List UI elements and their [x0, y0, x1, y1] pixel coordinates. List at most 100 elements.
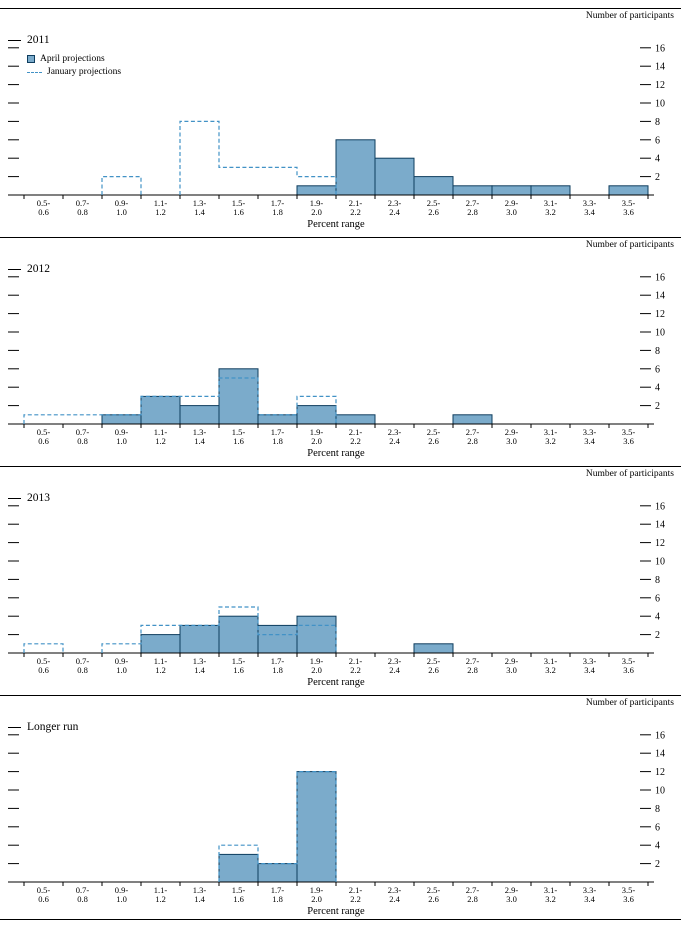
- april-bar: [257, 624, 298, 654]
- y-tick-label: 8: [655, 346, 660, 357]
- x-category-label: 3.5-3.6: [622, 198, 636, 217]
- y-tick-label: 2: [655, 630, 660, 641]
- y-axis-title: Number of participants: [585, 469, 674, 479]
- x-category-label: 1.5-1.6: [232, 198, 246, 217]
- x-category-label: 3.1-3.2: [544, 656, 558, 675]
- y-tick-label: 16: [655, 501, 665, 512]
- x-category-label: 2.3-2.4: [388, 427, 402, 446]
- x-category-label: 1.7-1.8: [271, 656, 285, 675]
- april-bar: [296, 615, 337, 654]
- x-category-label: 1.3-1.4: [193, 198, 207, 217]
- y-tick-label: 4: [655, 383, 660, 394]
- x-category-label: 1.3-1.4: [193, 427, 207, 446]
- histogram-2011: 2 4 6 8 10 12 14 16 0.5-0.6 0.7-0.8 0.9-1.0 1.1-1.2…: [8, 43, 665, 217]
- x-category-label: 0.9-1.0: [115, 885, 129, 904]
- april-bar: [335, 414, 376, 425]
- x-category-label: 2.9-3.0: [505, 198, 519, 217]
- y-tick-label: 12: [655, 309, 665, 320]
- x-category-label: 0.7-0.8: [76, 656, 90, 675]
- x-category-label: 2.5-2.6: [427, 885, 441, 904]
- x-category-label: 2.5-2.6: [427, 656, 441, 675]
- x-category-label: 2.7-2.8: [466, 427, 480, 446]
- y-tick-label: 6: [655, 364, 660, 375]
- y-tick-label: 10: [655, 786, 665, 797]
- x-category-label: 1.7-1.8: [271, 198, 285, 217]
- y-tick-label: 6: [655, 593, 660, 604]
- x-category-label: 2.1-2.2: [349, 427, 363, 446]
- y-tick-label: 16: [655, 43, 665, 54]
- x-category-label: 2.9-3.0: [505, 656, 519, 675]
- x-category-label: 1.1-1.2: [154, 656, 168, 675]
- x-category-label: 2.9-3.0: [505, 885, 519, 904]
- x-category-label: 0.7-0.8: [76, 427, 90, 446]
- x-category-label: 2.3-2.4: [388, 656, 402, 675]
- january-outline: [23, 377, 337, 424]
- x-category-label: 3.1-3.2: [544, 427, 558, 446]
- y-tick-label: 14: [655, 520, 665, 531]
- x-axis-title: Percent range: [307, 906, 365, 917]
- y-tick-label: 8: [655, 575, 660, 586]
- y-tick-label: 8: [655, 117, 660, 128]
- x-axis-title: Percent range: [307, 448, 365, 459]
- y-tick-label: 10: [655, 557, 665, 568]
- x-category-label: 2.1-2.2: [349, 885, 363, 904]
- panel-top-rule: [0, 466, 681, 467]
- panel-2011: Number of participants 2 4 6 8 10 12 14 16 0.5-0…: [0, 8, 681, 237]
- y-tick-label: 2: [655, 172, 660, 183]
- y-tick-label: 10: [655, 99, 665, 110]
- y-tick-label: 14: [655, 62, 665, 73]
- x-category-label: 3.3-3.4: [583, 885, 597, 904]
- y-tick-label: 12: [655, 767, 665, 778]
- histogram-2012: 2 4 6 8 10 12 14 16 0.5-0.6 0.7-0.8 0.9-1.0 1.1-1.2…: [8, 272, 665, 446]
- x-category-label: 1.9-2.0: [310, 885, 324, 904]
- x-category-label: 1.5-1.6: [232, 427, 246, 446]
- x-category-label: 1.7-1.8: [271, 427, 285, 446]
- y-tick-label: 2: [655, 859, 660, 870]
- x-category-label: 1.1-1.2: [154, 885, 168, 904]
- title-tick-icon: [8, 497, 21, 499]
- legend-label-january: January projections: [47, 67, 122, 77]
- x-axis-title: Percent range: [307, 677, 365, 688]
- april-bar: [296, 771, 337, 883]
- january-outline: [218, 771, 337, 882]
- x-category-label: 2.5-2.6: [427, 427, 441, 446]
- x-category-label: 3.3-3.4: [583, 427, 597, 446]
- x-category-label: 2.7-2.8: [466, 885, 480, 904]
- april-bar: [140, 634, 181, 654]
- x-category-label: 0.5-0.6: [37, 198, 51, 217]
- y-tick-label: 4: [655, 841, 660, 852]
- x-category-label: 2.7-2.8: [466, 198, 480, 217]
- x-axis-title: Percent range: [307, 219, 365, 230]
- panel-title-2012: 2012: [8, 263, 50, 275]
- january-outline: [23, 606, 337, 653]
- april-bar: [608, 185, 649, 196]
- april-bar: [257, 863, 298, 883]
- panel-title-text: Longer run: [27, 721, 79, 733]
- x-category-label: 1.3-1.4: [193, 656, 207, 675]
- april-swatch: [27, 55, 35, 63]
- april-bar: [530, 185, 571, 196]
- y-tick-label: 14: [655, 291, 665, 302]
- x-category-label: 2.1-2.2: [349, 198, 363, 217]
- x-category-label: 0.7-0.8: [76, 885, 90, 904]
- panel-title-text: 2011: [27, 34, 50, 46]
- panel-title-2013: 2013: [8, 492, 50, 504]
- panel-title-text: 2013: [27, 492, 50, 504]
- april-bar: [218, 615, 259, 654]
- january-outline: [101, 120, 337, 195]
- y-tick-label: 4: [655, 612, 660, 623]
- legend-label-april: April projections: [40, 54, 105, 64]
- title-tick-icon: [8, 268, 21, 270]
- x-category-label: 2.1-2.2: [349, 656, 363, 675]
- title-tick-icon: [8, 39, 21, 41]
- april-bar: [257, 414, 298, 425]
- x-category-label: 1.9-2.0: [310, 427, 324, 446]
- legend-row-april: April projections: [27, 53, 121, 65]
- april-bar: [452, 414, 493, 425]
- figure-bottom-rule: [0, 919, 681, 920]
- x-category-label: 0.9-1.0: [115, 427, 129, 446]
- x-category-label: 1.1-1.2: [154, 427, 168, 446]
- legend: April projections January projections: [27, 53, 121, 79]
- title-tick-icon: [8, 726, 21, 728]
